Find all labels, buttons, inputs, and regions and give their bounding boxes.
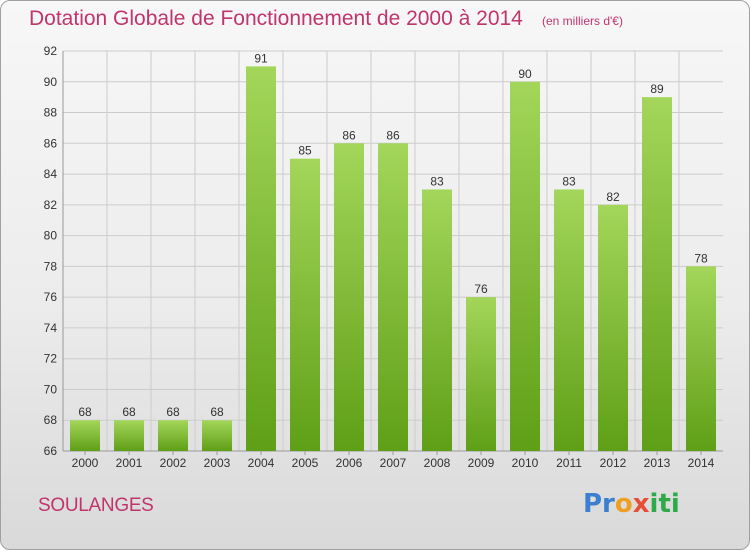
y-tick-label: 66 bbox=[44, 444, 58, 458]
x-tick-label: 2012 bbox=[600, 456, 627, 470]
bar-2002 bbox=[158, 420, 188, 451]
value-label: 83 bbox=[430, 174, 444, 188]
x-tick-label: 2001 bbox=[116, 456, 143, 470]
unit-note: (en milliers d'€) bbox=[542, 14, 623, 28]
x-tick-label: 2008 bbox=[424, 456, 451, 470]
x-tick-label: 2003 bbox=[204, 456, 231, 470]
y-tick-label: 84 bbox=[44, 167, 58, 181]
value-label: 68 bbox=[210, 405, 224, 419]
y-tick-label: 86 bbox=[44, 136, 58, 150]
y-tick-label: 82 bbox=[44, 198, 58, 212]
x-tick-label: 2002 bbox=[160, 456, 187, 470]
value-label: 82 bbox=[606, 190, 620, 204]
y-tick-label: 90 bbox=[44, 75, 58, 89]
value-label: 90 bbox=[518, 67, 532, 81]
y-tick-label: 92 bbox=[44, 44, 58, 58]
bar-2013 bbox=[642, 97, 672, 452]
x-tick-label: 2004 bbox=[248, 456, 275, 470]
value-label: 86 bbox=[386, 128, 400, 142]
bar-2008 bbox=[422, 189, 452, 451]
bar-2001 bbox=[114, 420, 144, 451]
chart-title: Dotation Globale de Fonctionnement de 20… bbox=[29, 7, 523, 30]
value-label: 89 bbox=[650, 82, 664, 96]
y-tick-label: 80 bbox=[44, 229, 58, 243]
bar-2012 bbox=[598, 204, 628, 451]
value-label: 78 bbox=[694, 251, 708, 265]
bar-2007 bbox=[378, 143, 408, 452]
y-tick-label: 74 bbox=[44, 321, 58, 335]
bar-2003 bbox=[202, 420, 232, 451]
bar-2014 bbox=[686, 266, 716, 451]
x-tick-label: 2005 bbox=[292, 456, 319, 470]
x-tick-label: 2000 bbox=[72, 456, 99, 470]
x-tick-label: 2006 bbox=[336, 456, 363, 470]
x-tick-label: 2010 bbox=[512, 456, 539, 470]
x-tick-label: 2014 bbox=[688, 456, 715, 470]
value-label: 68 bbox=[78, 405, 92, 419]
bar-2004 bbox=[246, 66, 276, 451]
bar-2010 bbox=[510, 81, 540, 452]
y-tick-label: 68 bbox=[44, 413, 58, 427]
y-tick-label: 72 bbox=[44, 352, 58, 366]
value-label: 76 bbox=[474, 282, 488, 296]
x-tick-label: 2009 bbox=[468, 456, 495, 470]
bar-2011 bbox=[554, 189, 584, 451]
x-tick-label: 2013 bbox=[644, 456, 671, 470]
commune-name: SOULANGES bbox=[38, 495, 154, 516]
tick-labels: 66 68 70 72 74 76 78 80 82 84 86 88 90 92 2000 2001 2002… bbox=[44, 44, 715, 470]
value-label: 83 bbox=[562, 174, 576, 188]
y-tick-label: 88 bbox=[44, 106, 58, 120]
x-tick-label: 2007 bbox=[380, 456, 407, 470]
value-label: 91 bbox=[254, 51, 268, 65]
bar-2006 bbox=[334, 143, 364, 452]
bar-2005 bbox=[290, 158, 320, 451]
value-label: 86 bbox=[342, 128, 356, 142]
data-labels: 68 68 68 68 91 85 86 86 83 76 90 83 82 89 78 bbox=[78, 51, 708, 419]
value-label: 68 bbox=[122, 405, 136, 419]
y-tick-label: 70 bbox=[44, 382, 58, 396]
x-tick-label: 2011 bbox=[556, 456, 582, 470]
value-label: 85 bbox=[298, 144, 312, 158]
bars bbox=[70, 66, 716, 452]
value-label: 68 bbox=[166, 405, 180, 419]
y-tick-label: 78 bbox=[44, 259, 58, 273]
bar-2009 bbox=[466, 297, 496, 451]
proxiti-logo[interactable]: Proxiti bbox=[583, 489, 680, 519]
y-tick-label: 76 bbox=[44, 290, 58, 304]
bar-2000 bbox=[70, 420, 100, 451]
